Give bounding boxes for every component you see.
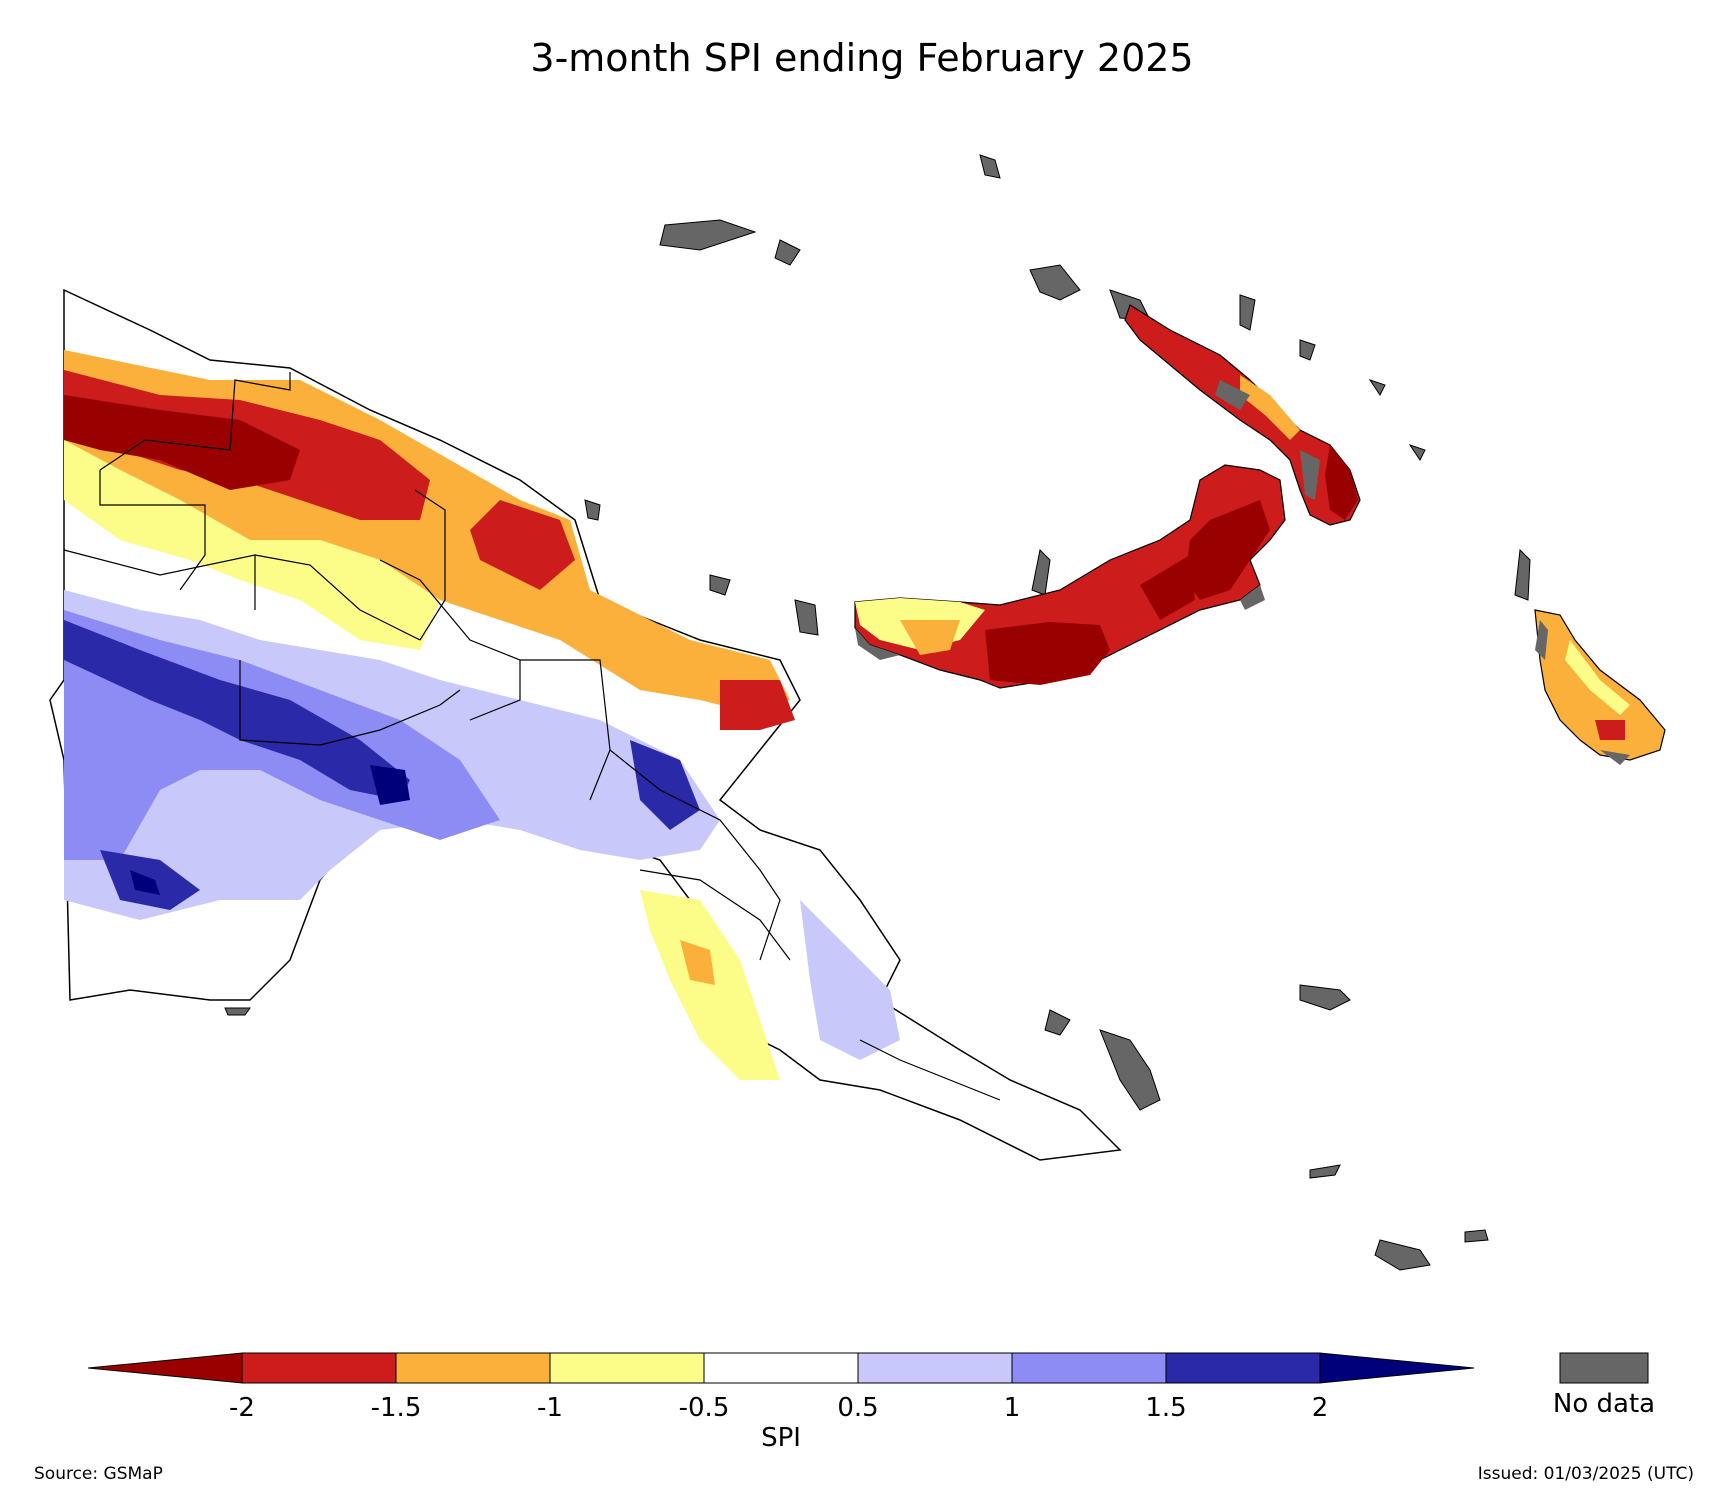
region-dry-east-red2 (720, 680, 795, 730)
region-dry-southeast (640, 890, 780, 1080)
colorbar-label: SPI (761, 1423, 801, 1453)
colorbar-tick-label: -1.5 (371, 1393, 422, 1423)
region-wet-southeast (800, 900, 900, 1060)
new-britain (854, 464, 1286, 689)
region-wet-strong (64, 620, 410, 800)
colorbar-tick-label: 2 (1312, 1393, 1329, 1423)
no-data-swatch (1559, 1352, 1649, 1384)
colorbar-tick-label: 1 (1004, 1393, 1021, 1423)
colorbar-segment (857, 1352, 1013, 1384)
colorbar-segment (241, 1352, 397, 1384)
colorbar-arrow-low (87, 1352, 243, 1384)
region-wet-extreme-sw (130, 870, 160, 895)
issued-note: Issued: 01/03/2025 (UTC) (1477, 1464, 1694, 1484)
colorbar-tick-label: -0.5 (679, 1393, 730, 1423)
bougainville (1534, 609, 1666, 765)
province-borders (63, 372, 1001, 1101)
source-note: Source: GSMaP (34, 1464, 163, 1484)
mainland (49, 288, 1122, 1161)
colorbar-tick-label: -1 (537, 1393, 563, 1423)
map-title: 3-month SPI ending February 2025 (530, 36, 1194, 80)
no-data-legend: No data (1553, 1352, 1655, 1419)
colorbar-segment (703, 1352, 859, 1384)
region-dry-southeast-orange (680, 940, 715, 985)
colorbar-arrow-high (1319, 1352, 1475, 1384)
new-ireland (1124, 304, 1361, 526)
colorbar-segment (395, 1352, 551, 1384)
no-data-label: No data (1553, 1389, 1655, 1419)
colorbar-tick-label: 0.5 (837, 1393, 878, 1423)
region-wet-extreme (370, 765, 410, 805)
region-dry-extreme-core (64, 395, 300, 490)
no-data-islands (224, 154, 1531, 1271)
colorbar-tick-label: 1.5 (1145, 1393, 1186, 1423)
colorbar: -2 -1.5 -1 -0.5 0.5 1 1.5 2 SPI (87, 1352, 1475, 1453)
colorbar-tick-label: -2 (229, 1393, 255, 1423)
colorbar-segment (1165, 1352, 1321, 1384)
colorbar-segment (549, 1352, 705, 1384)
region-wet-strong-east (630, 740, 700, 830)
region-dry-east-red (470, 500, 575, 590)
colorbar-segment (1011, 1352, 1167, 1384)
